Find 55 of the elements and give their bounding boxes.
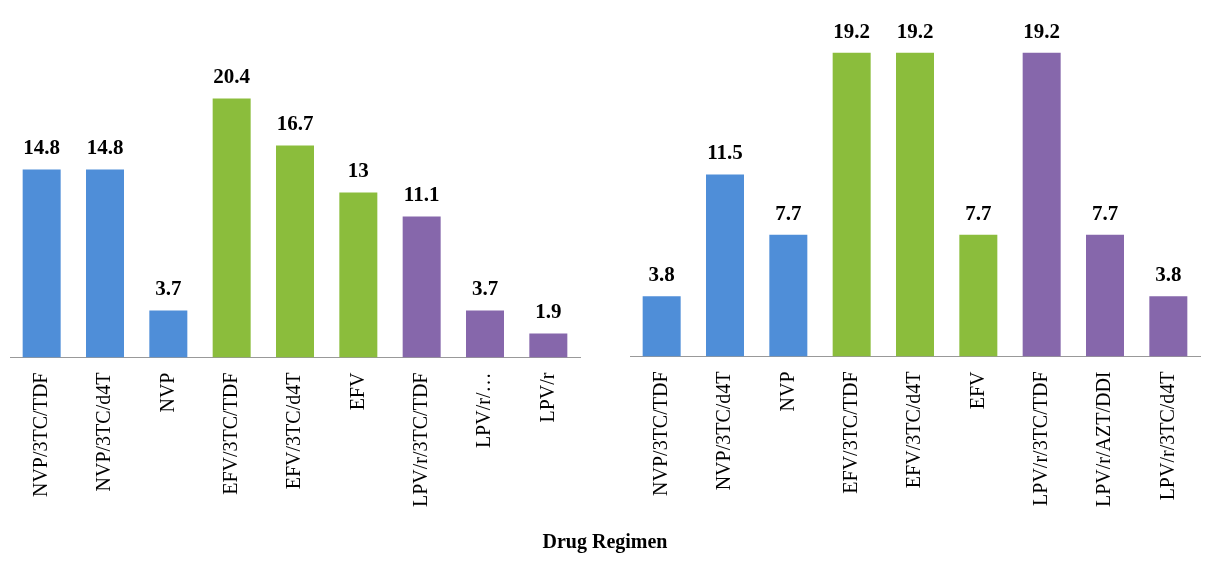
bar bbox=[959, 234, 998, 357]
data-label: 7.7 bbox=[1091, 200, 1119, 225]
x-tick-label: EFV/3TC/TDF bbox=[218, 372, 241, 495]
data-label: 19.2 bbox=[1023, 18, 1061, 43]
bar bbox=[1149, 296, 1188, 357]
bar bbox=[706, 174, 744, 357]
data-label: 19.2 bbox=[833, 18, 871, 43]
x-tick-label: EFV/3TC/d4T bbox=[282, 372, 305, 490]
bar bbox=[642, 296, 681, 357]
x-tick-label: NVP bbox=[775, 371, 798, 412]
bar bbox=[22, 169, 61, 358]
bar bbox=[402, 216, 441, 358]
x-tick-label: NVP/3TC/d4T bbox=[712, 371, 735, 491]
bar bbox=[276, 145, 314, 358]
x-tick-label: LPV/r/3TC/d4T bbox=[1155, 371, 1178, 501]
data-label: 13 bbox=[347, 158, 369, 183]
bar bbox=[1086, 234, 1124, 357]
x-tick-label: NVP bbox=[155, 372, 178, 413]
bar bbox=[832, 52, 871, 357]
x-axis-title: Drug Regimen bbox=[541, 530, 669, 553]
x-tick-label: LPV/r/AZT/DDI bbox=[1092, 371, 1115, 508]
x-tick-label: EFV bbox=[965, 370, 988, 410]
bar bbox=[466, 310, 504, 358]
data-label: 1.9 bbox=[535, 299, 562, 324]
data-label: 3.8 bbox=[1155, 262, 1182, 287]
data-label: 14.8 bbox=[86, 135, 124, 160]
bar bbox=[86, 169, 124, 358]
data-label: 3.8 bbox=[648, 262, 675, 287]
data-label: 14.8 bbox=[23, 135, 61, 160]
x-tick-label: NVP/3TC/d4T bbox=[92, 372, 115, 492]
bar bbox=[1022, 52, 1061, 357]
bar bbox=[149, 310, 188, 358]
x-tick-label: LPV/r/… bbox=[472, 372, 495, 449]
x-tick-label: NVP/3TC/TDF bbox=[648, 371, 671, 496]
x-tick-label: LPV/r/3TC/TDF bbox=[408, 372, 431, 507]
data-label: 11.1 bbox=[403, 182, 440, 207]
bar bbox=[769, 234, 808, 357]
data-label: 7.7 bbox=[965, 200, 992, 225]
bar bbox=[339, 192, 378, 358]
bar bbox=[896, 52, 934, 357]
x-tick-label: EFV/3TC/TDF bbox=[838, 371, 861, 494]
data-label: 11.5 bbox=[707, 140, 743, 165]
data-label: 19.2 bbox=[896, 18, 934, 43]
bar bbox=[212, 98, 251, 358]
data-label: 3.7 bbox=[471, 276, 499, 301]
x-tick-label: NVP/3TC/TDF bbox=[28, 372, 51, 498]
x-tick-label: EFV bbox=[345, 372, 368, 411]
data-label: 7.7 bbox=[775, 200, 802, 225]
x-tick-label: LPV/r/3TC/TDF bbox=[1028, 371, 1051, 506]
x-tick-label: EFV/3TC/d4T bbox=[902, 371, 925, 489]
data-label: 16.7 bbox=[276, 111, 314, 136]
data-label: 3.7 bbox=[155, 276, 182, 301]
bar bbox=[529, 333, 568, 358]
data-label: 20.4 bbox=[213, 64, 251, 89]
x-tick-label: LPV/r bbox=[535, 372, 558, 423]
